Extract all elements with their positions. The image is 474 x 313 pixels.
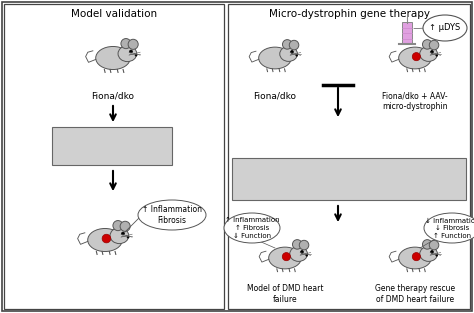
Circle shape <box>299 240 309 250</box>
Text: ↑ Inflammation
↑ Fibrosis
⇓ Function: ↑ Inflammation ↑ Fibrosis ⇓ Function <box>225 218 279 239</box>
Circle shape <box>283 253 291 261</box>
Circle shape <box>436 54 438 56</box>
FancyBboxPatch shape <box>4 4 224 309</box>
Ellipse shape <box>399 47 431 69</box>
Circle shape <box>129 50 132 53</box>
Circle shape <box>113 221 123 231</box>
Text: Fiona/dko + AAV-
micro-dystrophin: Fiona/dko + AAV- micro-dystrophin <box>382 91 448 111</box>
Ellipse shape <box>420 246 438 261</box>
Ellipse shape <box>224 213 280 243</box>
FancyBboxPatch shape <box>2 2 472 311</box>
Circle shape <box>422 40 432 49</box>
Text: ↑ Inflammation
Fibrosis: ↑ Inflammation Fibrosis <box>142 205 202 225</box>
Circle shape <box>121 232 125 235</box>
Ellipse shape <box>96 46 130 69</box>
Circle shape <box>289 40 299 50</box>
FancyBboxPatch shape <box>228 4 470 309</box>
Circle shape <box>436 254 438 256</box>
Ellipse shape <box>420 46 438 61</box>
FancyBboxPatch shape <box>52 127 172 165</box>
Circle shape <box>127 236 129 238</box>
Text: Micro-dystrophin gene therapy: Micro-dystrophin gene therapy <box>270 9 430 19</box>
Circle shape <box>412 53 420 61</box>
Text: Model validation: Model validation <box>71 9 157 19</box>
Circle shape <box>292 240 302 249</box>
Circle shape <box>283 40 292 49</box>
Circle shape <box>135 54 137 56</box>
Ellipse shape <box>118 46 137 62</box>
Circle shape <box>431 50 433 53</box>
Circle shape <box>120 221 130 231</box>
Ellipse shape <box>259 47 292 69</box>
Circle shape <box>412 253 420 261</box>
Text: Model of DMD heart
failure: Model of DMD heart failure <box>247 284 323 304</box>
Circle shape <box>121 38 131 49</box>
Ellipse shape <box>290 246 308 261</box>
Circle shape <box>429 240 439 250</box>
Ellipse shape <box>424 213 474 243</box>
Circle shape <box>422 240 432 249</box>
Text: Gene therapy rescue
of DMD heart failure: Gene therapy rescue of DMD heart failure <box>375 284 455 304</box>
Circle shape <box>296 54 298 56</box>
Circle shape <box>429 40 439 50</box>
Ellipse shape <box>138 200 206 230</box>
Ellipse shape <box>110 228 129 244</box>
Circle shape <box>306 254 308 256</box>
Text: ↑ μDYS: ↑ μDYS <box>429 23 461 33</box>
FancyBboxPatch shape <box>402 22 412 44</box>
Ellipse shape <box>88 228 122 252</box>
Ellipse shape <box>423 15 467 41</box>
Ellipse shape <box>269 247 301 269</box>
Circle shape <box>128 39 138 49</box>
Circle shape <box>431 250 433 253</box>
Circle shape <box>102 234 111 243</box>
Text: ↓ Inflammation
↓ Fibrosis
↑ Function: ↓ Inflammation ↓ Fibrosis ↑ Function <box>425 218 474 239</box>
Circle shape <box>301 250 303 253</box>
Text: • Echocardiography at 3,6,9 and 12 months
• Collect hearts at 12 months: • Echocardiography at 3,6,9 and 12 month… <box>237 166 413 188</box>
Text: Fiona/dko: Fiona/dko <box>91 91 135 100</box>
Text: Fiona/dko: Fiona/dko <box>254 91 297 100</box>
Ellipse shape <box>399 247 431 269</box>
Circle shape <box>291 50 293 53</box>
Ellipse shape <box>280 46 298 61</box>
FancyBboxPatch shape <box>232 158 466 200</box>
Text: Collect hearts at
3,6,9 and 12 months: Collect hearts at 3,6,9 and 12 months <box>68 136 155 157</box>
